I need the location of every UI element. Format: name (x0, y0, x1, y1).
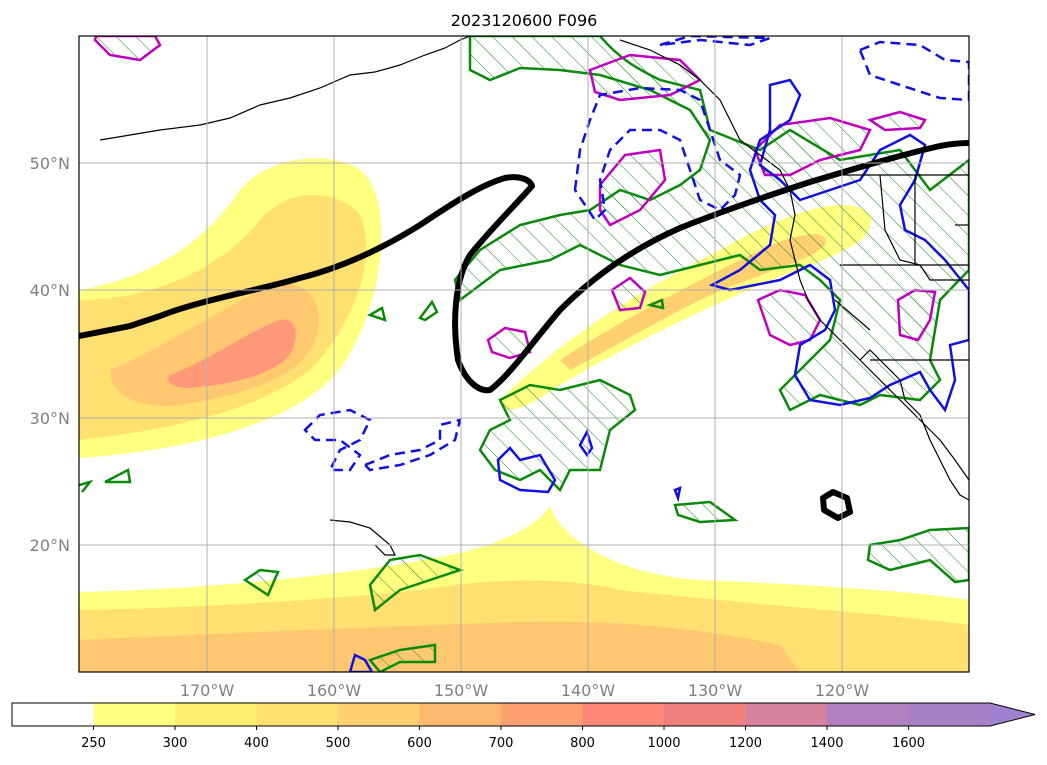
lat-label-50n: 50°N (30, 154, 70, 173)
colorbar-tick-label: 700 (489, 736, 514, 751)
colorbar-tick-label: 500 (326, 736, 351, 751)
lon-label-140w: 140°W (561, 681, 616, 700)
colorbar-tick-label: 300 (163, 736, 188, 751)
hatch-region-small-c (367, 643, 437, 672)
colorbar-tick-label: 250 (81, 736, 106, 751)
green-contour-small-c (104, 468, 132, 484)
colorbar: 250 300 400 500 600 700 800 1000 1200 1400 1600 (11, 702, 1036, 751)
colorbar-tick-label: 1000 (647, 736, 680, 751)
coastlines (99, 36, 969, 556)
colorbar-segment (419, 703, 502, 726)
blue-contour-central (496, 446, 557, 494)
colorbar-segment (501, 703, 583, 726)
jet-axis-line (79, 140, 969, 394)
colorbar-tick-label: 1200 (729, 736, 762, 751)
colorbar-segment (175, 703, 257, 726)
colorbar-tick-label: 1600 (892, 736, 925, 751)
hatch-region-small-b (673, 500, 739, 524)
lon-label-120w: 120°W (815, 681, 870, 700)
blue-solid-contours (348, 78, 969, 672)
gridlines (79, 36, 969, 672)
colorbar-tick-label: 600 (407, 736, 432, 751)
magenta-contour-1 (93, 36, 162, 62)
blue-contour-main (708, 78, 969, 413)
colorbar-segment (827, 703, 909, 726)
lon-label-130w: 130°W (688, 681, 743, 700)
colorbar-segment (664, 703, 746, 726)
hatched-regions (79, 36, 969, 672)
colorbar-tick-label: 400 (244, 736, 269, 751)
lat-labels: 50°N 40°N 30°N 20°N (30, 154, 70, 555)
colorbar-tick-label: 1400 (810, 736, 843, 751)
magenta-contour-5 (867, 110, 927, 132)
lon-label-150w: 150°W (434, 681, 489, 700)
lon-label-170w: 170°W (180, 681, 235, 700)
green-contour-small-e (645, 298, 665, 310)
hatch-region-small-a (242, 568, 280, 597)
green-contour-small-b (418, 299, 439, 322)
shaded-contours (79, 158, 969, 672)
blue-contour-small-c (673, 485, 682, 503)
magenta-contour-2 (588, 53, 703, 102)
border-states-5 (834, 299, 871, 331)
magenta-contour-6 (610, 276, 647, 312)
magenta-contours (93, 36, 937, 360)
shade-level-4 (168, 319, 296, 388)
blue-dashed-5 (362, 418, 462, 472)
colorbar-outline (11, 702, 1036, 727)
colorbar-segment (93, 703, 176, 726)
coast-west-america (619, 39, 969, 481)
shade-level-3 (110, 283, 319, 406)
colorbar-segment (582, 703, 665, 726)
blue-dashed-3 (858, 40, 969, 102)
blue-dashed-2 (659, 36, 771, 47)
map-frame (78, 35, 970, 673)
jet-axis-small-loop (820, 489, 853, 521)
green-contour-small-a (366, 306, 387, 322)
blue-dashed-1 (573, 86, 742, 222)
colorbar-tick-label: 800 (570, 736, 595, 751)
lon-label-160w: 160°W (307, 681, 362, 700)
shade-level-3c (79, 621, 800, 672)
colorbar-segment (745, 703, 828, 726)
magenta-contour-8 (756, 288, 822, 347)
map-title: 2023120600 F096 (451, 11, 598, 30)
lat-label-20n: 20°N (30, 536, 70, 555)
coast-aleutian (99, 36, 471, 141)
green-contour-small-d (79, 479, 94, 493)
hatch-region-east (866, 526, 969, 584)
jet-axis (79, 140, 969, 521)
colorbar-segment (338, 703, 420, 726)
blue-dashed-4 (303, 408, 372, 472)
coast-baja (859, 349, 969, 501)
colorbar-segment (256, 703, 339, 726)
colorbar-segment (908, 703, 991, 726)
blue-contour-small-b (348, 653, 374, 672)
lon-labels: 170°W 160°W 150°W 140°W 130°W 120°W (180, 681, 870, 700)
blue-contour-small-a (578, 428, 594, 458)
border-states-1 (879, 174, 969, 281)
lat-label-30n: 30°N (30, 409, 70, 428)
magenta-contour-7 (486, 326, 532, 360)
hatch-region-central (478, 378, 637, 493)
lat-label-40n: 40°N (30, 281, 70, 300)
hatch-region-south (368, 553, 464, 613)
colorbar-extend-triangle (990, 703, 1035, 726)
colorbar-segment (12, 703, 94, 726)
map-panel (78, 35, 970, 673)
blue-dashed-contours (303, 36, 969, 472)
